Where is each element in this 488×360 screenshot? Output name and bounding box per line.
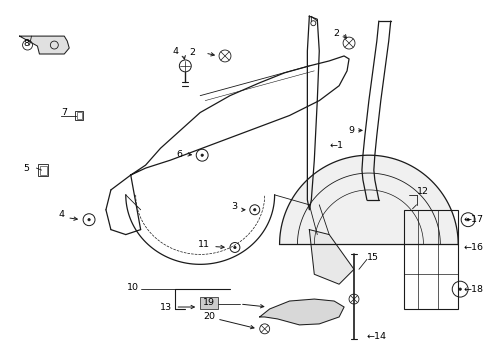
Polygon shape (20, 36, 69, 54)
Bar (77, 112, 81, 119)
Text: ←18: ←18 (462, 285, 482, 294)
Text: ←16: ←16 (462, 243, 482, 252)
Text: 3: 3 (230, 202, 236, 211)
Text: ←14: ←14 (366, 332, 386, 341)
Text: 13: 13 (160, 302, 172, 311)
Polygon shape (307, 16, 319, 210)
Circle shape (233, 246, 236, 249)
Polygon shape (279, 155, 457, 244)
Text: 11: 11 (198, 240, 210, 249)
Bar (200, 297, 218, 309)
Text: 20: 20 (203, 312, 215, 321)
Circle shape (458, 288, 460, 291)
Text: 4: 4 (58, 210, 64, 219)
Polygon shape (361, 21, 390, 200)
Text: 8: 8 (23, 39, 29, 48)
Text: 12: 12 (416, 188, 427, 197)
Text: 9: 9 (347, 126, 353, 135)
Polygon shape (259, 299, 344, 325)
Circle shape (466, 219, 468, 221)
Circle shape (253, 208, 255, 211)
Text: 2: 2 (332, 29, 338, 38)
Text: ←17: ←17 (462, 215, 482, 224)
Polygon shape (130, 56, 348, 175)
Circle shape (201, 154, 203, 156)
Text: 10: 10 (126, 283, 139, 292)
Text: 2: 2 (189, 49, 195, 58)
Bar (403, 210, 457, 309)
Text: ←1: ←1 (328, 141, 343, 150)
Bar (39, 164, 48, 176)
Polygon shape (309, 230, 353, 284)
Bar (40, 166, 47, 175)
Text: 15: 15 (366, 253, 378, 262)
Text: 6: 6 (176, 150, 182, 159)
Text: 19: 19 (203, 298, 215, 307)
Text: 4: 4 (172, 46, 178, 55)
Bar (75, 111, 83, 121)
Text: 5: 5 (23, 163, 29, 172)
Circle shape (88, 219, 90, 221)
Text: 7: 7 (61, 108, 67, 117)
